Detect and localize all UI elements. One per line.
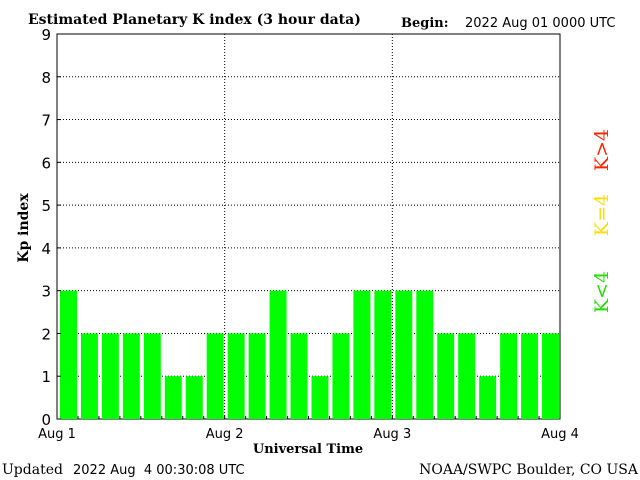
kp-bar (269, 290, 287, 419)
kp-bar (206, 333, 224, 419)
x-tick-label: Aug 3 (373, 427, 411, 442)
kp-bar (374, 290, 392, 419)
x-tick-label: Aug 1 (38, 427, 76, 442)
kp-bar (332, 333, 350, 419)
kp-bar (311, 376, 329, 419)
y-tick-label: 6 (41, 154, 51, 172)
x-axis-title: Universal Time (253, 442, 363, 457)
bars-group (60, 290, 559, 419)
kp-bar (80, 333, 98, 419)
y-tick-label: 0 (41, 411, 51, 429)
legend-k-equal: K=4 (591, 194, 613, 236)
kp-bar (227, 333, 245, 419)
kp-bar (185, 376, 203, 419)
updated-value: 2022 Aug 4 00:30:08 UTC (73, 463, 245, 478)
kp-bar (416, 290, 434, 419)
x-tick-label: Aug 2 (206, 427, 244, 442)
kp-bar (395, 290, 413, 419)
chart-title: Estimated Planetary K index (3 hour data… (28, 12, 361, 28)
kp-bar (500, 333, 518, 419)
kp-bar (458, 333, 476, 419)
y-tick-label: 5 (41, 197, 51, 215)
kp-bar (248, 333, 266, 419)
kp-bar (437, 333, 455, 419)
y-tick-label: 8 (41, 69, 51, 87)
kp-bar (122, 333, 140, 419)
y-tick-label: 4 (41, 240, 51, 258)
begin-label: Begin: (401, 16, 449, 31)
legend-k-low: K<4 (591, 271, 613, 313)
kp-bar (479, 376, 497, 419)
kp-bar (164, 376, 182, 419)
kp-bar (542, 333, 559, 419)
y-tick-label: 9 (41, 26, 51, 44)
y-tick-label: 1 (41, 368, 51, 386)
footer-credit: NOAA/SWPC Boulder, CO USA (419, 462, 639, 478)
kp-bar (143, 333, 161, 419)
legend-k-high: K>4 (591, 129, 613, 171)
x-tick-label: Aug 4 (541, 427, 579, 442)
kp-bar (353, 290, 371, 419)
y-tick-label: 3 (41, 283, 51, 301)
grid-lines (57, 34, 560, 419)
updated-label: Updated (2, 462, 63, 478)
begin-value: 2022 Aug 01 0000 UTC (465, 16, 615, 31)
plot-area (56, 33, 561, 420)
y-tick-label: 2 (41, 325, 51, 343)
kp-bar (521, 333, 539, 419)
kp-bar (290, 333, 308, 419)
y-axis-title: Kp index (16, 193, 32, 263)
kp-bar (101, 333, 119, 419)
y-axis-ticks: 0 1 2 3 4 5 6 7 8 9 (41, 26, 61, 429)
kp-bar (60, 290, 77, 419)
y-tick-label: 7 (41, 112, 51, 130)
x-axis-ticks: Aug 1 Aug 2 Aug 3 Aug 4 (38, 416, 579, 442)
